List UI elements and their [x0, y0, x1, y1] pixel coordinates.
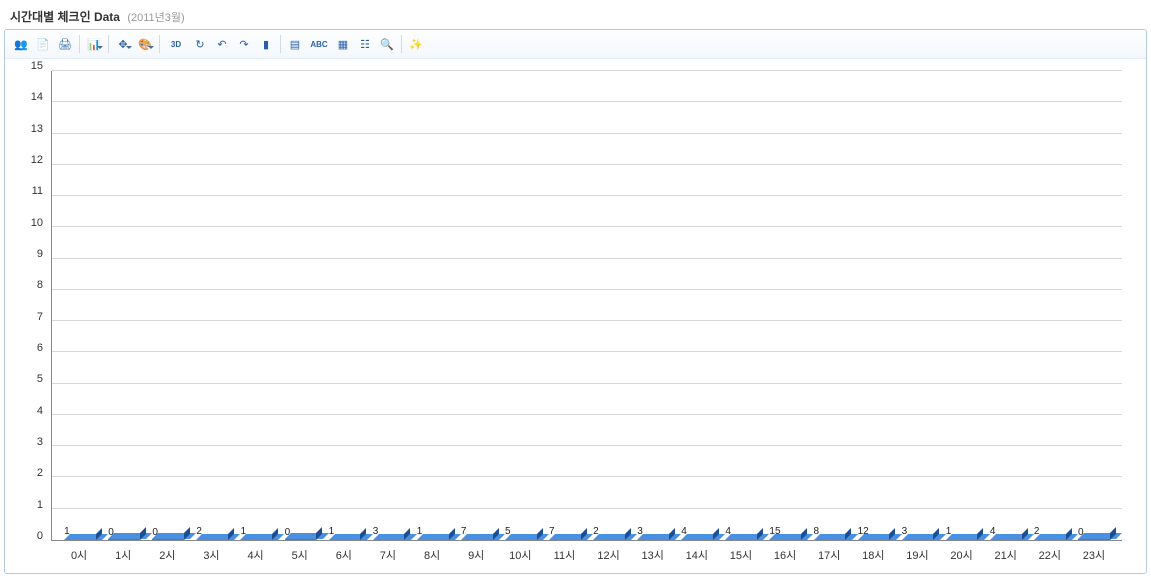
x-tick: 9시	[454, 547, 498, 563]
bar-value-label: 2	[1034, 526, 1040, 537]
bar-value-label: 0	[1078, 527, 1084, 538]
x-tick: 15시	[719, 547, 763, 563]
chart-panel: 👥📄🖨 📊 ✥🎨 3D↻↶↷▮ ▤ABC▦☷🔍 ✨ 0123456789101112131…	[4, 29, 1147, 574]
print-icon[interactable]: 🖨	[55, 34, 75, 54]
x-tick: 21시	[984, 547, 1028, 563]
bar-slot: 0	[278, 539, 322, 540]
bar[interactable]: 0	[152, 539, 184, 540]
bar-value-label: 4	[681, 526, 687, 537]
bar-value-label: 3	[373, 526, 379, 537]
x-tick: 2시	[145, 547, 189, 563]
bar-value-label: 4	[990, 526, 996, 537]
bar-value-label: 7	[549, 526, 555, 537]
bar-value-label: 8	[814, 526, 820, 537]
title-subtitle: (2011년3월)	[127, 12, 184, 24]
page-title: 시간대별 체크인 Data (2011년3월)	[4, 4, 1147, 29]
bar-value-label: 12	[858, 526, 869, 537]
x-tick: 17시	[807, 547, 851, 563]
x-tick: 1시	[101, 547, 145, 563]
x-tick: 11시	[542, 547, 586, 563]
toolbar-separator	[401, 35, 402, 53]
bar-value-label: 1	[240, 526, 246, 537]
data-editor-icon[interactable]: ▦	[333, 34, 353, 54]
x-tick: 20시	[940, 547, 984, 563]
bar-value-label: 0	[108, 527, 114, 538]
x-tick: 16시	[763, 547, 807, 563]
bar-value-label: 0	[152, 527, 158, 538]
bar-slot: 0	[146, 539, 190, 540]
bar-value-label: 0	[285, 527, 291, 538]
toolbar-separator	[159, 35, 160, 53]
bar-value-label: 3	[637, 526, 643, 537]
bar-value-label: 2	[593, 526, 599, 537]
x-tick: 12시	[587, 547, 631, 563]
toolbar-separator	[108, 35, 109, 53]
x-tick: 4시	[234, 547, 278, 563]
bar-value-label: 3	[902, 526, 908, 537]
bar-value-label: 1	[946, 526, 952, 537]
x-tick: 22시	[1028, 547, 1072, 563]
bar-value-label: 2	[196, 526, 202, 537]
chart-type-icon[interactable]: 📊	[84, 34, 104, 54]
x-tick: 18시	[851, 547, 895, 563]
y-axis: 0123456789101112131415	[17, 71, 51, 541]
toolbar-separator	[79, 35, 80, 53]
crosshair-icon[interactable]: ✥	[113, 34, 133, 54]
x-tick: 10시	[498, 547, 542, 563]
bar-value-label: 7	[461, 526, 467, 537]
x-tick: 5시	[278, 547, 322, 563]
bar-value-label: 15	[769, 526, 780, 537]
series-icon[interactable]: ▤	[285, 34, 305, 54]
bar-slot: 0	[102, 539, 146, 540]
bar-value-label: 4	[725, 526, 731, 537]
x-tick: 8시	[410, 547, 454, 563]
x-tick: 6시	[322, 547, 366, 563]
x-tick: 0시	[57, 547, 101, 563]
chart-toolbar: 👥📄🖨 📊 ✥🎨 3D↻↶↷▮ ▤ABC▦☷🔍 ✨	[5, 30, 1146, 59]
bar-slot: 0	[1072, 539, 1116, 540]
plot-grid: 10021013175723441581231420	[51, 71, 1122, 541]
title-text: 시간대별 체크인 Data	[10, 10, 120, 24]
3d-icon[interactable]: 3D	[164, 34, 188, 54]
x-tick: 3시	[189, 547, 233, 563]
bar[interactable]: 0	[1078, 539, 1110, 540]
x-tick: 13시	[631, 547, 675, 563]
bar-value-label: 1	[417, 526, 423, 537]
bar[interactable]: 0	[108, 539, 140, 540]
palette-icon[interactable]: 🎨	[135, 34, 155, 54]
x-tick: 19시	[895, 547, 939, 563]
copy-icon[interactable]: 📄	[33, 34, 53, 54]
toolbar-separator	[280, 35, 281, 53]
bar[interactable]: 0	[285, 539, 317, 540]
x-tick: 23시	[1072, 547, 1116, 563]
plot: 0123456789101112131415 10021013175723441…	[17, 71, 1122, 541]
bars-container: 10021013175723441581231420	[52, 71, 1122, 540]
x-axis: 0시1시2시3시4시5시6시7시8시9시10시11시12시13시14시15시16…	[51, 541, 1122, 563]
bar-value-label: 5	[505, 526, 511, 537]
properties-icon[interactable]: ☷	[355, 34, 375, 54]
wizard-icon[interactable]: ✨	[406, 34, 426, 54]
bar-value-label: 1	[64, 526, 70, 537]
users-icon[interactable]: 👥	[11, 34, 31, 54]
rotate-left-icon[interactable]: ↶	[212, 34, 232, 54]
zoom-icon[interactable]: 🔍	[377, 34, 397, 54]
x-tick: 7시	[366, 547, 410, 563]
chart-area: 0123456789101112131415 10021013175723441…	[5, 59, 1146, 573]
x-tick: 14시	[675, 547, 719, 563]
rotate-right-icon[interactable]: ↷	[234, 34, 254, 54]
rotate-z-icon[interactable]: ↻	[190, 34, 210, 54]
bar-value-label: 1	[329, 526, 335, 537]
labels-icon[interactable]: ABC	[307, 34, 331, 54]
depth-icon[interactable]: ▮	[256, 34, 276, 54]
